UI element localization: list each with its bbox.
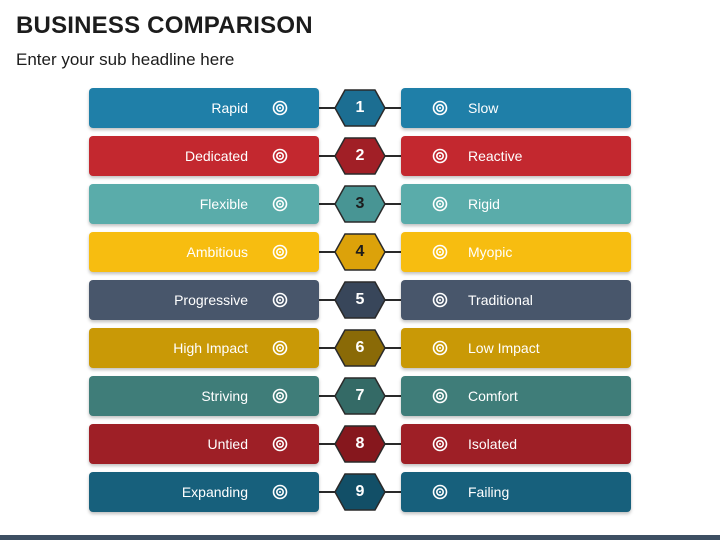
right-label: Isolated [468, 436, 518, 452]
right-bar: Rigid [401, 184, 631, 224]
right-label: Slow [468, 100, 499, 116]
row-number: 6 [355, 339, 365, 356]
target-icon [272, 340, 288, 356]
comparison-row: Flexible Rigid 3 [0, 184, 720, 224]
left-label: Untied [207, 436, 248, 452]
row-number: 3 [355, 195, 365, 212]
hexagon-badge [334, 377, 386, 415]
right-bar: Traditional [401, 280, 631, 320]
target-icon [272, 244, 288, 260]
comparison-row: Progressive Traditional 5 [0, 280, 720, 320]
target-icon [432, 484, 448, 500]
left-label: High Impact [173, 340, 248, 356]
right-bar: Low Impact [401, 328, 631, 368]
left-label: Progressive [174, 292, 248, 308]
row-number: 8 [355, 435, 365, 452]
footer-strip [0, 535, 720, 540]
row-number: 7 [355, 387, 365, 404]
row-number: 4 [355, 243, 365, 260]
left-bar: Dedicated [89, 136, 319, 176]
target-icon [272, 196, 288, 212]
left-bar: Striving [89, 376, 319, 416]
page-title: BUSINESS COMPARISON [16, 12, 313, 39]
hexagon-badge [334, 233, 386, 271]
row-number: 5 [355, 291, 365, 308]
left-bar: High Impact [89, 328, 319, 368]
left-label: Striving [201, 388, 248, 404]
left-label: Dedicated [184, 148, 248, 164]
left-bar: Untied [89, 424, 319, 464]
target-icon [432, 196, 448, 212]
hexagon-badge [334, 281, 386, 319]
target-icon [432, 244, 448, 260]
comparison-row: Rapid Slow 1 [0, 88, 720, 128]
comparison-row: Dedicated Reactive 2 [0, 136, 720, 176]
right-bar: Slow [401, 88, 631, 128]
target-icon [272, 292, 288, 308]
hexagon-badge [334, 473, 386, 511]
right-label: Traditional [468, 292, 533, 308]
hexagon-badge [334, 89, 386, 127]
comparison-row: Untied Isolated 8 [0, 424, 720, 464]
target-icon [272, 148, 288, 164]
right-bar: Failing [401, 472, 631, 512]
hexagon-badge [334, 425, 386, 463]
left-bar: Rapid [89, 88, 319, 128]
target-icon [432, 436, 448, 452]
row-number: 9 [355, 483, 365, 500]
right-bar: Isolated [401, 424, 631, 464]
right-bar: Comfort [401, 376, 631, 416]
left-label: Rapid [211, 100, 248, 116]
left-bar: Flexible [89, 184, 319, 224]
right-label: Comfort [468, 388, 518, 404]
comparison-row: Expanding Failing 9 [0, 472, 720, 512]
target-icon [272, 100, 288, 116]
right-label: Myopic [468, 244, 513, 260]
left-label: Ambitious [186, 244, 248, 260]
comparison-row: High Impact Low Impact 6 [0, 328, 720, 368]
target-icon [272, 484, 288, 500]
right-label: Low Impact [468, 340, 540, 356]
left-bar: Progressive [89, 280, 319, 320]
left-label: Flexible [199, 196, 248, 212]
left-bar: Ambitious [89, 232, 319, 272]
right-bar: Reactive [401, 136, 631, 176]
right-bar: Myopic [401, 232, 631, 272]
target-icon [432, 292, 448, 308]
target-icon [272, 388, 288, 404]
hexagon-badge [334, 329, 386, 367]
hexagon-badge [334, 185, 386, 223]
page-subtitle: Enter your sub headline here [16, 50, 235, 69]
target-icon [432, 388, 448, 404]
left-bar: Expanding [89, 472, 319, 512]
left-label: Expanding [181, 484, 248, 500]
target-icon [432, 100, 448, 116]
target-icon [272, 436, 288, 452]
row-number: 1 [355, 99, 365, 116]
right-label: Reactive [468, 148, 523, 164]
row-number: 2 [355, 147, 365, 164]
right-label: Failing [468, 484, 510, 500]
target-icon [432, 340, 448, 356]
hexagon-badge [334, 137, 386, 175]
comparison-row: Striving Comfort 7 [0, 376, 720, 416]
right-label: Rigid [468, 196, 500, 212]
target-icon [432, 148, 448, 164]
comparison-row: Ambitious Myopic 4 [0, 232, 720, 272]
